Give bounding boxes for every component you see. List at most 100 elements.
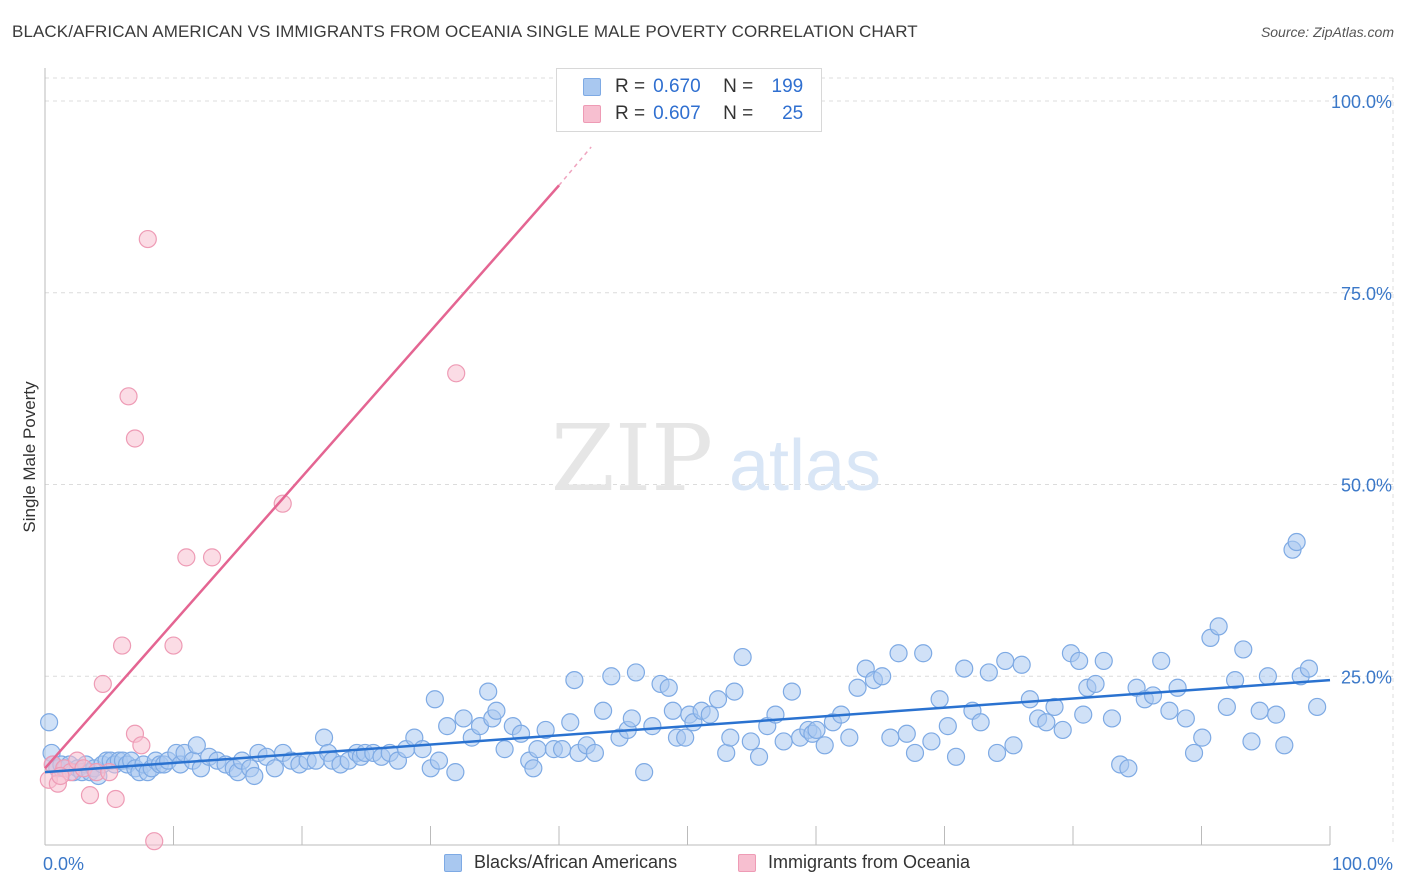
data-point-blacks	[552, 740, 572, 759]
data-point-blacks	[897, 724, 916, 743]
trend-line-oceania-extension	[558, 146, 592, 186]
data-point-oceania	[447, 364, 466, 383]
data-point-blacks	[914, 644, 933, 663]
data-point-blacks	[659, 678, 678, 697]
data-point-blacks	[905, 743, 925, 763]
watermark-zip: ZIP	[551, 405, 713, 512]
legend-item-oceania[interactable]: Immigrants from Oceania	[738, 852, 970, 873]
data-point-blacks	[708, 690, 728, 709]
data-point-oceania	[119, 387, 138, 406]
data-point-blacks	[938, 717, 957, 736]
data-point-blacks	[1094, 651, 1113, 671]
data-point-blacks	[1267, 705, 1286, 724]
data-point-blacks	[1287, 532, 1306, 552]
chart-title: BLACK/AFRICAN AMERICAN VS IMMIGRANTS FRO…	[12, 22, 918, 41]
data-point-blacks	[749, 747, 769, 766]
data-point-blacks	[1102, 709, 1122, 728]
data-point-blacks	[565, 670, 584, 690]
data-point-blacks	[1086, 674, 1105, 694]
data-point-blacks	[585, 743, 604, 763]
data-point-blacks	[1070, 651, 1089, 671]
grid-layer	[45, 77, 1394, 845]
data-point-blacks	[1168, 678, 1187, 697]
data-point-blacks	[1045, 697, 1064, 717]
data-point-oceania	[145, 832, 164, 851]
x-tick-label: 100.0%	[1332, 854, 1393, 874]
data-point-blacks	[1037, 713, 1056, 732]
data-point-blacks	[979, 663, 998, 682]
data-point-blacks	[774, 732, 793, 751]
data-point-blacks	[413, 740, 432, 759]
data-point-blacks	[429, 751, 449, 770]
legend-n-value: 199	[771, 76, 804, 97]
data-point-blacks	[721, 728, 740, 747]
data-point-blacks	[454, 709, 473, 728]
legend-n-value: 25	[782, 103, 804, 124]
data-point-blacks	[815, 736, 834, 755]
data-point-blacks	[1234, 640, 1253, 659]
legend-r-label: R =	[615, 103, 646, 124]
data-point-blacks	[265, 759, 284, 778]
data-point-blacks	[245, 766, 264, 786]
data-point-blacks	[946, 747, 966, 766]
data-point-blacks	[873, 667, 892, 686]
data-point-blacks	[889, 644, 908, 663]
data-point-blacks	[528, 740, 547, 759]
legend-swatch-blue	[444, 853, 462, 872]
data-point-blacks	[1299, 659, 1319, 678]
data-point-blacks	[1225, 670, 1245, 690]
data-point-blacks	[1176, 709, 1195, 728]
data-point-blacks	[930, 690, 949, 709]
data-point-blacks	[955, 659, 974, 678]
legend-n-label: N =	[723, 76, 754, 97]
data-point-oceania	[106, 789, 125, 809]
data-point-blacks	[1217, 697, 1236, 717]
data-point-blacks	[594, 701, 613, 720]
data-point-blacks	[1143, 686, 1163, 705]
data-point-blacks	[996, 651, 1015, 671]
data-point-oceania	[273, 494, 292, 513]
data-point-blacks	[1275, 736, 1294, 755]
data-point-blacks	[438, 717, 457, 736]
data-point-blacks	[446, 763, 465, 782]
y-tick-label: 100.0%	[1331, 92, 1392, 112]
data-point-blacks	[1119, 759, 1138, 778]
legend-item-blacks[interactable]: Blacks/African Americans	[444, 852, 677, 873]
series-legend: Blacks/African Americans Immigrants from…	[0, 852, 1406, 876]
data-point-blacks	[425, 690, 444, 709]
data-point-blacks	[922, 732, 941, 751]
data-point-blacks	[1074, 705, 1093, 724]
legend-n-label: N =	[723, 103, 754, 124]
legend-r-label: R =	[615, 76, 646, 97]
legend-r-value: 0.670	[653, 76, 701, 97]
legend-swatch-blue	[583, 78, 601, 96]
data-point-blacks	[536, 720, 555, 740]
data-point-blacks	[987, 743, 1007, 763]
data-point-oceania	[80, 786, 100, 805]
data-point-blacks	[622, 709, 641, 728]
data-point-blacks	[626, 663, 646, 682]
data-point-blacks	[643, 717, 662, 736]
data-point-blacks	[1184, 743, 1204, 763]
data-point-blacks	[1020, 690, 1039, 709]
data-point-blacks	[495, 740, 514, 759]
data-point-blacks	[1012, 655, 1031, 674]
data-point-blacks	[1160, 701, 1179, 720]
data-point-blacks	[524, 759, 543, 778]
data-point-blacks	[741, 732, 760, 751]
data-point-oceania	[202, 548, 222, 567]
data-point-blacks	[479, 682, 498, 701]
data-point-blacks	[187, 736, 206, 755]
series-blacks-points	[40, 532, 1327, 786]
legend-item-label: Immigrants from Oceania	[768, 852, 971, 872]
x-tick-label: 0.0%	[43, 854, 84, 874]
trend-line-oceania	[44, 184, 560, 770]
data-point-blacks	[1242, 732, 1261, 751]
data-point-blacks	[1308, 697, 1327, 717]
data-point-blacks	[635, 763, 654, 782]
trend-line-blacks	[44, 678, 1331, 774]
watermark: ZIP atlas	[551, 405, 881, 512]
correlation-legend: R = 0.670 N = 199 R = 0.607 N = 25	[556, 68, 822, 132]
data-point-oceania	[132, 736, 151, 755]
